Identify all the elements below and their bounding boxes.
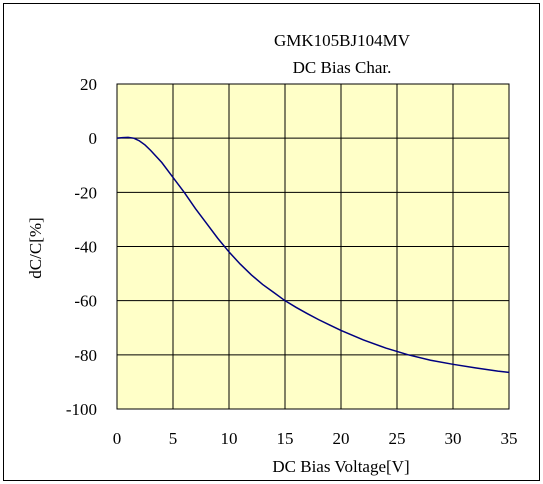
series-line — [116, 136, 510, 374]
y-tick-label: -100 — [66, 400, 97, 419]
y-tick-label: -40 — [74, 238, 97, 257]
y-axis-label: dC/C[%] — [26, 217, 45, 278]
y-tick-label: 20 — [80, 75, 97, 94]
chart-title-line2: DC Bias Char. — [293, 58, 392, 77]
x-tick-labels: 0 5 10 15 20 25 30 35 — [113, 429, 518, 448]
y-tick-label: 0 — [89, 129, 98, 148]
x-axis-label: DC Bias Voltage[V] — [272, 457, 409, 476]
x-tick-label: 15 — [277, 429, 294, 448]
x-tick-label: 35 — [501, 429, 518, 448]
y-tick-label: -60 — [74, 292, 97, 311]
x-tick-label: 30 — [445, 429, 462, 448]
x-tick-label: 5 — [169, 429, 178, 448]
x-tick-label: 20 — [333, 429, 350, 448]
x-tick-label: 25 — [389, 429, 406, 448]
y-tick-labels: 20 0 -20 -40 -60 -80 -100 — [66, 75, 97, 419]
chart-title-line1: GMK105BJ104MV — [274, 31, 411, 50]
y-tick-label: -20 — [74, 183, 97, 202]
grid-lines — [117, 84, 509, 409]
x-tick-label: 0 — [113, 429, 122, 448]
y-tick-label: -80 — [74, 346, 97, 365]
x-tick-label: 10 — [221, 429, 238, 448]
